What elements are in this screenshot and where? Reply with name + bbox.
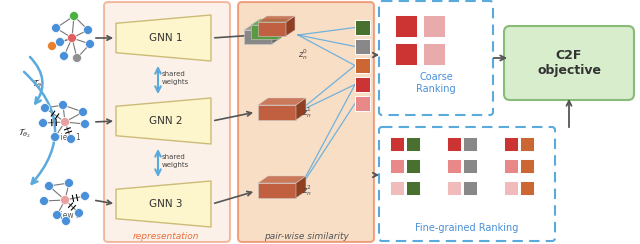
- Polygon shape: [244, 24, 281, 30]
- Circle shape: [72, 53, 81, 62]
- Circle shape: [60, 51, 68, 61]
- Circle shape: [67, 33, 77, 42]
- FancyBboxPatch shape: [355, 20, 370, 35]
- FancyBboxPatch shape: [504, 137, 518, 151]
- Circle shape: [67, 134, 76, 143]
- FancyBboxPatch shape: [379, 1, 493, 115]
- FancyBboxPatch shape: [504, 159, 518, 173]
- FancyBboxPatch shape: [395, 43, 417, 65]
- Text: view 1: view 1: [56, 133, 81, 142]
- Circle shape: [86, 40, 95, 49]
- Text: Coarse
Ranking: Coarse Ranking: [416, 72, 456, 94]
- Circle shape: [61, 118, 70, 126]
- FancyBboxPatch shape: [423, 43, 445, 65]
- Polygon shape: [296, 98, 306, 120]
- Polygon shape: [116, 181, 211, 227]
- Polygon shape: [258, 183, 296, 198]
- Polygon shape: [244, 30, 272, 44]
- Text: GNN 1: GNN 1: [148, 33, 182, 43]
- Polygon shape: [258, 98, 306, 105]
- Circle shape: [83, 26, 93, 34]
- Circle shape: [58, 101, 67, 110]
- Polygon shape: [279, 19, 288, 39]
- FancyBboxPatch shape: [504, 26, 634, 100]
- Circle shape: [40, 103, 49, 112]
- Circle shape: [61, 216, 70, 225]
- FancyBboxPatch shape: [447, 137, 461, 151]
- FancyBboxPatch shape: [379, 127, 555, 241]
- FancyBboxPatch shape: [504, 181, 518, 195]
- Text: $z_n^0$: $z_n^0$: [298, 48, 308, 62]
- FancyBboxPatch shape: [390, 181, 404, 195]
- FancyBboxPatch shape: [520, 181, 534, 195]
- Text: $\mathcal{T}_{\theta_1}$: $\mathcal{T}_{\theta_1}$: [32, 77, 45, 91]
- Text: representation: representation: [132, 232, 199, 241]
- Polygon shape: [251, 19, 288, 25]
- FancyArrowPatch shape: [30, 57, 42, 103]
- FancyBboxPatch shape: [463, 159, 477, 173]
- FancyBboxPatch shape: [390, 159, 404, 173]
- Circle shape: [47, 41, 56, 51]
- FancyBboxPatch shape: [238, 2, 374, 242]
- Polygon shape: [296, 176, 306, 198]
- Text: shared: shared: [162, 71, 186, 77]
- Circle shape: [45, 182, 54, 191]
- Circle shape: [56, 38, 65, 47]
- Circle shape: [65, 179, 74, 187]
- Text: $\mathcal{T}_{\theta_2}$: $\mathcal{T}_{\theta_2}$: [18, 126, 31, 140]
- FancyBboxPatch shape: [520, 159, 534, 173]
- FancyBboxPatch shape: [447, 181, 461, 195]
- Text: $z_n^1$: $z_n^1$: [302, 106, 312, 121]
- Polygon shape: [272, 24, 281, 44]
- Text: weights: weights: [162, 162, 189, 168]
- FancyBboxPatch shape: [447, 159, 461, 173]
- Polygon shape: [251, 25, 279, 39]
- Polygon shape: [116, 15, 211, 61]
- FancyBboxPatch shape: [520, 137, 534, 151]
- Polygon shape: [258, 176, 306, 183]
- FancyBboxPatch shape: [355, 77, 370, 92]
- FancyBboxPatch shape: [406, 159, 420, 173]
- Text: Fine-grained Ranking: Fine-grained Ranking: [415, 223, 518, 233]
- Text: C2F
objective: C2F objective: [537, 49, 601, 77]
- Circle shape: [70, 11, 79, 20]
- FancyBboxPatch shape: [463, 137, 477, 151]
- Text: GNN 2: GNN 2: [148, 116, 182, 126]
- Text: view 2: view 2: [56, 211, 81, 220]
- Circle shape: [51, 23, 61, 32]
- FancyBboxPatch shape: [355, 96, 370, 111]
- Polygon shape: [286, 16, 295, 36]
- FancyArrowPatch shape: [24, 72, 55, 184]
- FancyBboxPatch shape: [355, 39, 370, 54]
- Polygon shape: [116, 98, 211, 144]
- FancyBboxPatch shape: [463, 181, 477, 195]
- FancyBboxPatch shape: [390, 137, 404, 151]
- Polygon shape: [258, 105, 296, 120]
- Circle shape: [40, 196, 49, 205]
- FancyBboxPatch shape: [406, 137, 420, 151]
- FancyBboxPatch shape: [395, 15, 417, 37]
- Text: pair-wise similarity: pair-wise similarity: [264, 232, 348, 241]
- Circle shape: [52, 211, 61, 220]
- FancyBboxPatch shape: [406, 181, 420, 195]
- Text: weights: weights: [162, 79, 189, 85]
- FancyBboxPatch shape: [423, 15, 445, 37]
- Circle shape: [74, 209, 83, 217]
- FancyBboxPatch shape: [355, 58, 370, 73]
- Text: $z_n^2$: $z_n^2$: [302, 183, 312, 198]
- FancyBboxPatch shape: [104, 2, 230, 242]
- Circle shape: [81, 120, 90, 129]
- Circle shape: [38, 119, 47, 128]
- Circle shape: [79, 108, 88, 116]
- Polygon shape: [258, 16, 295, 22]
- Text: GNN 3: GNN 3: [148, 199, 182, 209]
- Circle shape: [51, 132, 60, 142]
- Circle shape: [61, 195, 70, 204]
- Circle shape: [81, 192, 90, 201]
- Polygon shape: [258, 22, 286, 36]
- Text: shared: shared: [162, 154, 186, 160]
